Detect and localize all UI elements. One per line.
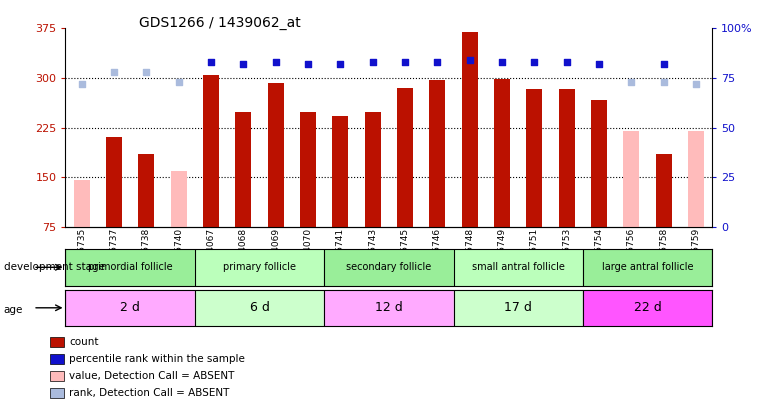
Bar — [139, 154, 154, 227]
Bar — [268, 83, 283, 227]
Text: 22 d: 22 d — [634, 301, 661, 314]
Bar — [106, 138, 122, 227]
Point — [108, 69, 120, 75]
Bar — [591, 100, 607, 227]
Bar — [655, 154, 671, 227]
Text: rank, Detection Call = ABSENT: rank, Detection Call = ABSENT — [69, 388, 229, 398]
Bar — [623, 131, 639, 227]
Point — [593, 61, 605, 67]
Text: primordial follicle: primordial follicle — [88, 262, 172, 272]
Point — [270, 59, 282, 65]
Point — [690, 81, 702, 87]
Bar — [203, 75, 219, 227]
Point — [431, 59, 444, 65]
Point — [237, 61, 249, 67]
Bar — [430, 80, 445, 227]
Point — [205, 59, 217, 65]
Point — [496, 59, 508, 65]
Bar — [74, 181, 90, 227]
Point — [334, 61, 346, 67]
Bar — [300, 112, 316, 227]
Point — [367, 59, 379, 65]
Bar — [333, 116, 348, 227]
Bar — [494, 79, 510, 227]
Text: 6 d: 6 d — [249, 301, 270, 314]
Text: value, Detection Call = ABSENT: value, Detection Call = ABSENT — [69, 371, 235, 381]
Bar — [688, 131, 704, 227]
Bar — [236, 112, 251, 227]
Point — [658, 61, 670, 67]
Point — [75, 81, 88, 87]
Bar — [365, 112, 380, 227]
Bar — [171, 171, 186, 227]
Text: GDS1266 / 1439062_at: GDS1266 / 1439062_at — [139, 16, 300, 30]
Text: development stage: development stage — [4, 262, 105, 272]
Bar — [461, 32, 477, 227]
Text: percentile rank within the sample: percentile rank within the sample — [69, 354, 245, 364]
Text: 2 d: 2 d — [120, 301, 140, 314]
Point — [528, 59, 541, 65]
Point — [302, 61, 314, 67]
Point — [140, 69, 152, 75]
Text: small antral follicle: small antral follicle — [472, 262, 564, 272]
Point — [399, 59, 411, 65]
Point — [464, 57, 476, 63]
Bar — [559, 89, 574, 227]
Point — [625, 79, 638, 85]
Text: 12 d: 12 d — [375, 301, 403, 314]
Text: large antral follicle: large antral follicle — [602, 262, 693, 272]
Point — [172, 79, 185, 85]
Text: secondary follicle: secondary follicle — [346, 262, 431, 272]
Text: age: age — [4, 305, 23, 315]
Text: 17 d: 17 d — [504, 301, 532, 314]
Text: count: count — [69, 337, 99, 347]
Bar — [527, 89, 542, 227]
Bar — [397, 88, 413, 227]
Text: primary follicle: primary follicle — [223, 262, 296, 272]
Point — [658, 79, 670, 85]
Point — [561, 59, 573, 65]
